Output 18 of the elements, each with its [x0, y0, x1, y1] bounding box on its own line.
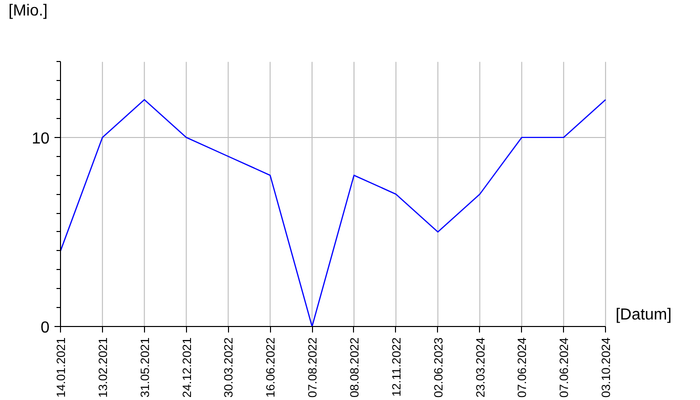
- x-tick-label: 14.01.2021: [54, 337, 68, 398]
- x-tick-label: 03.10.2024: [599, 337, 614, 398]
- x-tick-label: 13.02.2021: [96, 337, 110, 398]
- x-tick-label: 02.06.2023: [431, 337, 446, 398]
- x-axis-title: [Datum]: [616, 306, 672, 324]
- x-tick-label: 07.06.2024: [557, 337, 572, 398]
- x-tick-label: 07.08.2022: [306, 337, 320, 398]
- x-tick-label: 31.05.2021: [138, 337, 152, 398]
- x-tick-label: 23.03.2024: [473, 337, 488, 398]
- x-tick-label: 12.11.2022: [389, 337, 404, 397]
- x-tick-label: 07.06.2024: [515, 337, 530, 398]
- x-tick-label: 08.08.2022: [347, 337, 362, 398]
- x-tick-label: 24.12.2021: [180, 337, 194, 398]
- y-tick-label: 10: [32, 130, 50, 148]
- y-axis-title: [Mio.]: [8, 2, 48, 20]
- y-tick-label: 0: [40, 320, 50, 336]
- x-tick-label: 16.06.2022: [264, 337, 278, 398]
- x-tick-label: 30.03.2022: [222, 337, 236, 398]
